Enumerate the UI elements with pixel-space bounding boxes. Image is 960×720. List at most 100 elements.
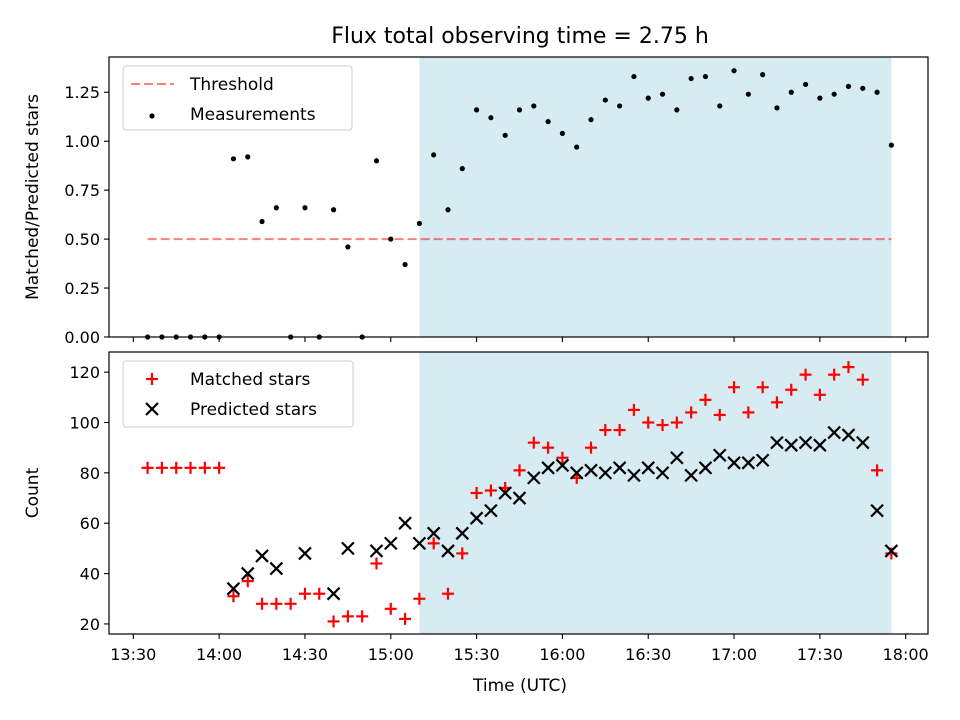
predicted-star-point xyxy=(383,536,398,551)
matched-star-point xyxy=(770,396,783,409)
measurement-point xyxy=(488,115,494,121)
predicted-star-point xyxy=(569,466,584,480)
matched-star-point xyxy=(384,602,397,615)
predicted-star-point xyxy=(255,549,269,563)
x-tick-label: 15:30 xyxy=(454,645,500,664)
predicted-star-point xyxy=(226,581,241,596)
matched-star-point xyxy=(370,557,383,570)
x-tick-label: 16:30 xyxy=(625,645,671,664)
predicted-star-point xyxy=(670,450,684,465)
observing-window-shade-bottom xyxy=(419,352,892,634)
matched-star-point xyxy=(856,373,869,386)
y-tick-label: 1.25 xyxy=(64,83,100,102)
legend-measurements-swatch xyxy=(149,113,155,119)
matched-star-point xyxy=(170,461,183,474)
measurement-point xyxy=(659,91,666,97)
measurement-point xyxy=(888,142,894,148)
measurement-point xyxy=(688,75,694,82)
count-legend: Matched stars Predicted stars xyxy=(122,360,354,428)
matched-star-point xyxy=(613,424,626,437)
predicted-star-point xyxy=(484,503,498,518)
measurement-point xyxy=(345,244,351,250)
measurement-point xyxy=(259,218,265,225)
predicted-star-point xyxy=(584,463,598,478)
matched-star-point xyxy=(642,416,655,429)
observing-window-shade xyxy=(419,57,892,337)
matched-star-point xyxy=(527,436,540,449)
x-tick-label: 15:00 xyxy=(368,645,414,664)
measurement-point xyxy=(431,152,437,158)
measurement-point xyxy=(631,73,637,80)
y-tick-label: 1.00 xyxy=(64,132,100,151)
matched-star-point xyxy=(341,610,354,623)
predicted-star-point xyxy=(412,536,427,551)
count-y-axis-label: Count xyxy=(23,467,43,518)
y-tick-label: 0.00 xyxy=(64,328,100,347)
legend-matched-swatch xyxy=(146,373,158,385)
predicted-star-point xyxy=(341,541,355,556)
count-axes-frame xyxy=(108,351,929,635)
predicted-star-point xyxy=(884,544,899,558)
matched-star-point xyxy=(513,464,526,477)
predicted-star-point xyxy=(641,461,656,475)
matched-star-point xyxy=(656,419,669,432)
y-tick-label: 120 xyxy=(69,363,100,382)
predicted-star-point xyxy=(298,546,312,561)
measurement-point xyxy=(388,236,394,242)
ratio-legend: Threshold Measurements xyxy=(122,65,353,131)
predicted-star-point xyxy=(813,438,827,452)
measurement-point xyxy=(473,107,480,113)
figure-title: Flux total observing time = 2.75 h xyxy=(331,24,709,49)
predicted-star-point xyxy=(541,461,555,475)
predicted-star-point xyxy=(612,461,627,475)
measurement-point xyxy=(531,103,537,109)
matched-star-point xyxy=(470,487,483,499)
matched-star-point xyxy=(728,381,741,394)
measurement-point xyxy=(402,261,408,268)
matched-star-point xyxy=(313,587,326,600)
predicted-star-point xyxy=(512,491,527,505)
measurement-point xyxy=(445,207,451,213)
predicted-star-point xyxy=(655,466,670,480)
matched-star-point xyxy=(399,612,412,625)
ratio-x-ticks xyxy=(132,337,907,342)
predicted-star-point xyxy=(269,561,284,576)
matched-star-point xyxy=(599,424,612,437)
x-tick-label: 16:00 xyxy=(539,645,585,664)
count-panel: 20 40 60 80 100 120 13:30 14:00 14:30 15:00 15:30… xyxy=(23,351,929,696)
matched-star-point xyxy=(542,441,555,454)
y-tick-label: 100 xyxy=(69,414,100,433)
matched-star-point xyxy=(670,416,683,429)
predicted-star-point xyxy=(870,503,884,518)
matched-star-point xyxy=(627,403,640,416)
measurement-points xyxy=(145,68,894,340)
measurement-point xyxy=(302,205,308,211)
y-tick-label: 40 xyxy=(80,565,100,584)
measurement-point xyxy=(416,220,422,227)
y-tick-label: 20 xyxy=(80,615,100,634)
predicted-star-point xyxy=(770,435,784,450)
matched-star-point xyxy=(184,461,197,474)
measurement-point xyxy=(802,81,809,88)
predicted-star-point xyxy=(741,456,756,470)
predicted-star-point xyxy=(469,511,484,525)
legend-threshold-label: Threshold xyxy=(189,75,274,95)
measurement-point xyxy=(230,156,237,162)
ratio-legend-box xyxy=(122,65,353,131)
predicted-star-point xyxy=(441,544,455,558)
measurement-point xyxy=(617,103,623,109)
matched-star-point xyxy=(213,461,226,474)
predicted-star-point xyxy=(598,466,613,480)
matched-star-point xyxy=(155,461,168,474)
measurement-point xyxy=(774,105,780,111)
predicted-star-point xyxy=(827,425,841,440)
x-tick-label: 14:30 xyxy=(282,645,328,664)
y-tick-label: 80 xyxy=(80,464,100,483)
x-axis-label: Time (UTC) xyxy=(472,676,567,696)
matched-star-point xyxy=(685,406,698,419)
measurement-point xyxy=(874,89,880,95)
matched-star-point xyxy=(756,381,769,394)
legend-predicted-label: Predicted stars xyxy=(190,400,317,420)
matched-star-point xyxy=(298,587,311,600)
